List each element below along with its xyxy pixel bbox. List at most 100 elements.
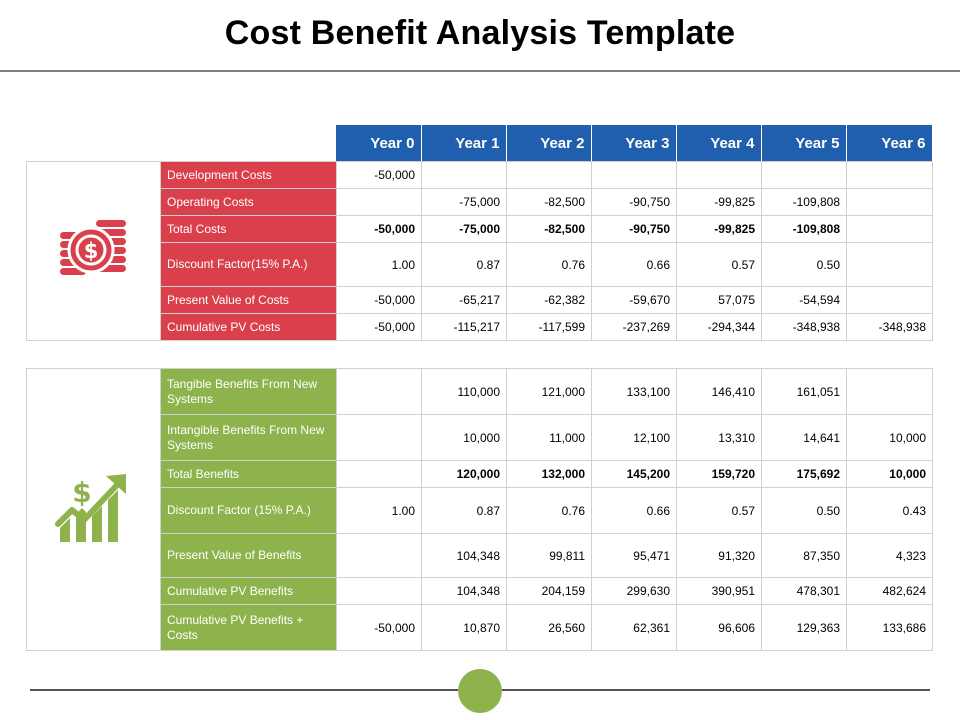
value-cell: -99,825 bbox=[676, 188, 762, 216]
row-label: Discount Factor(15% P.A.) bbox=[160, 242, 337, 287]
value-cell: 1.00 bbox=[336, 242, 422, 287]
growth-chart-dollar-icon: $ bbox=[26, 368, 161, 651]
value-cell: 0.66 bbox=[591, 487, 677, 534]
value-cell: 14,641 bbox=[761, 414, 847, 461]
value-cell bbox=[846, 215, 933, 243]
benefits-table: $ Tangible Benefits From New Systems 110,0… bbox=[26, 368, 933, 651]
row-label: Cumulative PV Costs bbox=[160, 313, 337, 341]
value-cell bbox=[336, 188, 422, 216]
year-4-header: Year 4 bbox=[676, 125, 762, 161]
value-cell: 10,000 bbox=[421, 414, 507, 461]
value-cell: 0.66 bbox=[591, 242, 677, 287]
value-cell: 175,692 bbox=[761, 460, 847, 488]
table-row: Discount Factor(15% P.A.) 1.00 0.87 0.76 0.6… bbox=[27, 242, 933, 287]
value-cell: 390,951 bbox=[676, 577, 762, 605]
value-cell: 91,320 bbox=[676, 533, 762, 578]
value-cell: 0.57 bbox=[676, 487, 762, 534]
table-row: Cumulative PV Benefits + Costs -50,000 10,… bbox=[27, 604, 933, 651]
value-cell bbox=[846, 368, 933, 415]
footer-line-right bbox=[502, 689, 930, 691]
value-cell bbox=[336, 368, 422, 415]
year-0-header: Year 0 bbox=[336, 125, 422, 161]
value-cell: -99,825 bbox=[676, 215, 762, 243]
value-cell: 0.43 bbox=[846, 487, 933, 534]
value-cell: -348,938 bbox=[761, 313, 847, 341]
value-cell: 129,363 bbox=[761, 604, 847, 651]
table-row: $ Tangible Benefits From New Systems 110,0… bbox=[26, 368, 933, 651]
row-label: Development Costs bbox=[160, 161, 337, 189]
table-row: Cumulative PV Benefits 104,348 204,159 299,… bbox=[27, 577, 933, 605]
row-label: Discount Factor (15% P.A.) bbox=[160, 487, 337, 534]
value-cell: -54,594 bbox=[761, 286, 847, 314]
value-cell bbox=[336, 577, 422, 605]
value-cell bbox=[336, 460, 422, 488]
row-label: Tangible Benefits From New Systems bbox=[160, 368, 337, 415]
value-cell: 104,348 bbox=[421, 533, 507, 578]
money-coins-icon: $ bbox=[26, 161, 161, 341]
table-row: $ Development Costs -50,000 bbox=[26, 161, 933, 341]
value-cell: 4,323 bbox=[846, 533, 933, 578]
value-cell: 26,560 bbox=[506, 604, 592, 651]
value-cell: 57,075 bbox=[676, 286, 762, 314]
title-divider bbox=[0, 70, 960, 72]
row-label: Operating Costs bbox=[160, 188, 337, 216]
value-cell: 99,811 bbox=[506, 533, 592, 578]
value-cell: -75,000 bbox=[421, 215, 507, 243]
row-label: Cumulative PV Benefits + Costs bbox=[160, 604, 337, 651]
value-cell: 0.76 bbox=[506, 242, 592, 287]
value-cell: 161,051 bbox=[761, 368, 847, 415]
value-cell: 0.50 bbox=[761, 487, 847, 534]
table-row: Total Benefits 120,000 132,000 145,200 159,7… bbox=[27, 460, 933, 488]
value-cell bbox=[506, 161, 592, 189]
footer-circle bbox=[458, 669, 502, 713]
value-cell bbox=[846, 161, 933, 189]
value-cell: 0.50 bbox=[761, 242, 847, 287]
table-row: Cumulative PV Costs -50,000 -115,217 -117,5… bbox=[27, 313, 933, 341]
value-cell: 0.76 bbox=[506, 487, 592, 534]
year-5-header: Year 5 bbox=[761, 125, 847, 161]
value-cell: 478,301 bbox=[761, 577, 847, 605]
value-cell: 482,624 bbox=[846, 577, 933, 605]
svg-text:$: $ bbox=[83, 239, 98, 263]
value-cell: -237,269 bbox=[591, 313, 677, 341]
row-label: Cumulative PV Benefits bbox=[160, 577, 337, 605]
value-cell bbox=[421, 161, 507, 189]
value-cell: -294,344 bbox=[676, 313, 762, 341]
value-cell: -75,000 bbox=[421, 188, 507, 216]
table-row: Total Costs -50,000 -75,000 -82,500 -90,750-… bbox=[27, 215, 933, 243]
value-cell: 132,000 bbox=[506, 460, 592, 488]
value-cell: -90,750 bbox=[591, 215, 677, 243]
value-cell: -50,000 bbox=[336, 604, 422, 651]
value-cell bbox=[846, 242, 933, 287]
page-title: Cost Benefit Analysis Template bbox=[224, 14, 736, 52]
value-cell: 13,310 bbox=[676, 414, 762, 461]
value-cell: 10,870 bbox=[421, 604, 507, 651]
value-cell: 62,361 bbox=[591, 604, 677, 651]
value-cell: -90,750 bbox=[591, 188, 677, 216]
value-cell: 159,720 bbox=[676, 460, 762, 488]
year-2-header: Year 2 bbox=[506, 125, 592, 161]
value-cell: 104,348 bbox=[421, 577, 507, 605]
year-3-header: Year 3 bbox=[591, 125, 677, 161]
value-cell: -115,217 bbox=[421, 313, 507, 341]
value-cell: 11,000 bbox=[506, 414, 592, 461]
value-cell: 120,000 bbox=[421, 460, 507, 488]
value-cell: 299,630 bbox=[591, 577, 677, 605]
value-cell bbox=[336, 414, 422, 461]
value-cell: -109,808 bbox=[761, 188, 847, 216]
value-cell: 0.87 bbox=[421, 242, 507, 287]
value-cell bbox=[846, 188, 933, 216]
value-cell: -50,000 bbox=[336, 161, 422, 189]
value-cell: -59,670 bbox=[591, 286, 677, 314]
row-label: Total Benefits bbox=[160, 460, 337, 488]
value-cell bbox=[591, 161, 677, 189]
footer-line-left bbox=[30, 689, 458, 691]
svg-text:$: $ bbox=[72, 476, 91, 509]
value-cell: -50,000 bbox=[336, 286, 422, 314]
value-cell: -82,500 bbox=[506, 215, 592, 243]
value-cell: 10,000 bbox=[846, 460, 933, 488]
value-cell: 95,471 bbox=[591, 533, 677, 578]
value-cell: -109,808 bbox=[761, 215, 847, 243]
costs-table: $ Development Costs -50,000 Operating Costs… bbox=[26, 161, 933, 341]
row-label: Intangible Benefits From New Systems bbox=[160, 414, 337, 461]
